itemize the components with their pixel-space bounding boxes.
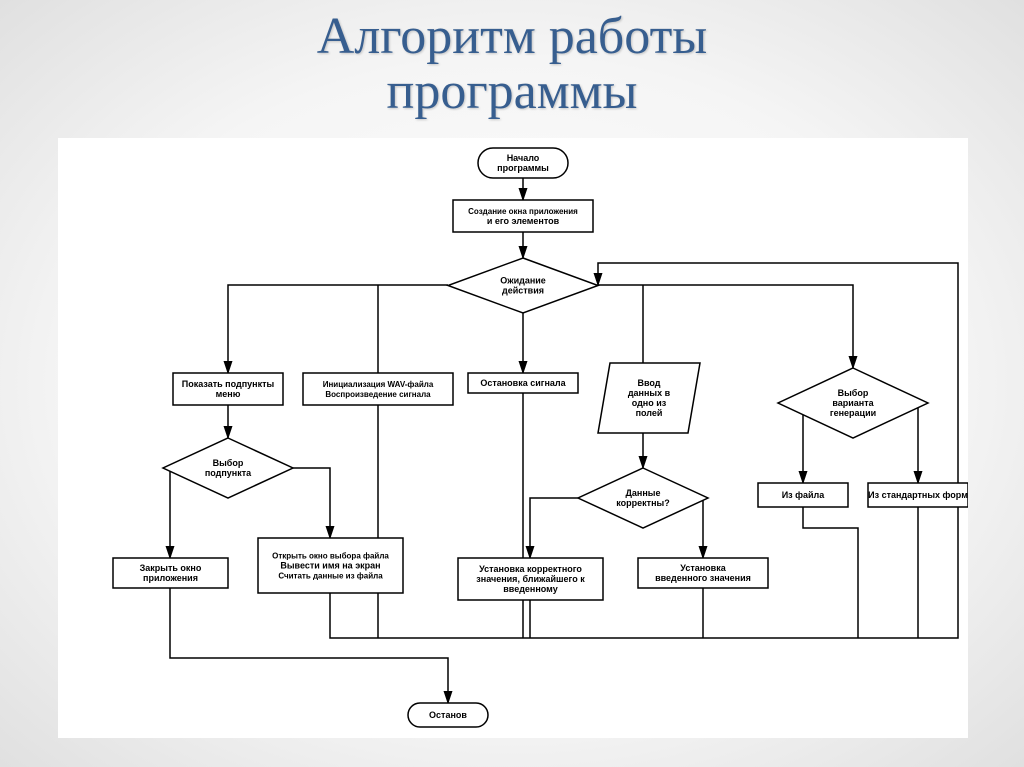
flow-edge: [918, 403, 928, 483]
flow-node-label: Выбор: [213, 458, 244, 468]
flow-node-label: значения, ближайшего к: [476, 574, 585, 584]
flow-node-label: действия: [502, 286, 544, 296]
flow-node-label: Закрыть окно: [140, 563, 202, 573]
flow-edge: [170, 588, 448, 703]
flow-node-label: Воспроизведение сигнала: [325, 390, 431, 399]
flow-node-label: варианта: [832, 398, 874, 408]
page-title: Алгоритм работы программы: [0, 0, 1024, 119]
flow-node-label: Ввод: [637, 378, 660, 388]
flow-node-label: Считать данные из файла: [278, 572, 383, 581]
flow-node-label: Установка корректного: [479, 564, 582, 574]
flow-node-label: Данные: [626, 488, 661, 498]
flow-edge: [598, 285, 853, 368]
flow-node-label: Установка: [680, 563, 726, 573]
flow-node-label: данных в: [628, 388, 671, 398]
flow-node-label: Вывести имя на экран: [280, 561, 380, 571]
flow-edge: [293, 468, 330, 538]
flow-node-label: и его элементов: [487, 216, 560, 226]
flow-node-label: корректны?: [616, 498, 669, 508]
flow-edge: [163, 468, 170, 558]
flow-node-label: Показать подпункты: [182, 379, 275, 389]
flow-edge: [530, 498, 578, 558]
flow-node-label: приложения: [143, 573, 198, 583]
flow-node-label: Остановка сигнала: [480, 378, 566, 388]
flow-node-label: введенному: [503, 584, 557, 594]
flow-edge: [703, 498, 708, 558]
flowchart-svg: Началопрограммы Создание окна приложенияи…: [58, 138, 968, 738]
flow-node-label: Останов: [429, 710, 467, 720]
flow-node-label: Выбор: [838, 388, 869, 398]
title-line2: программы: [387, 63, 638, 120]
flow-node-label: полей: [636, 408, 663, 418]
flow-node-label: меню: [216, 389, 241, 399]
flow-node-label: Из стандартных форм: [868, 490, 968, 500]
flowchart-canvas: Началопрограммы Создание окна приложенияи…: [58, 138, 968, 738]
flow-node-label: программы: [497, 163, 549, 173]
flow-node-label: Из файла: [782, 490, 826, 500]
flow-node-label: подпункта: [205, 468, 252, 478]
flow-node-label: Начало: [507, 153, 540, 163]
flow-edge: [803, 507, 858, 638]
title-line1: Алгоритм работы: [317, 8, 708, 65]
flow-edge: [778, 403, 803, 483]
flow-node-label: введенного значения: [655, 573, 751, 583]
flow-node-label: одно из: [632, 398, 667, 408]
flow-node-label: Создание окна приложения: [468, 207, 578, 216]
flow-node-label: генерации: [830, 408, 876, 418]
flow-node-label: Ожидание: [500, 276, 546, 286]
flow-node-label: Открыть окно выбора файла: [272, 552, 389, 561]
flow-node-label: Инициализация WAV-файла: [323, 380, 434, 389]
flow-edge: [228, 285, 448, 373]
flow-node-initwav: [303, 373, 453, 405]
